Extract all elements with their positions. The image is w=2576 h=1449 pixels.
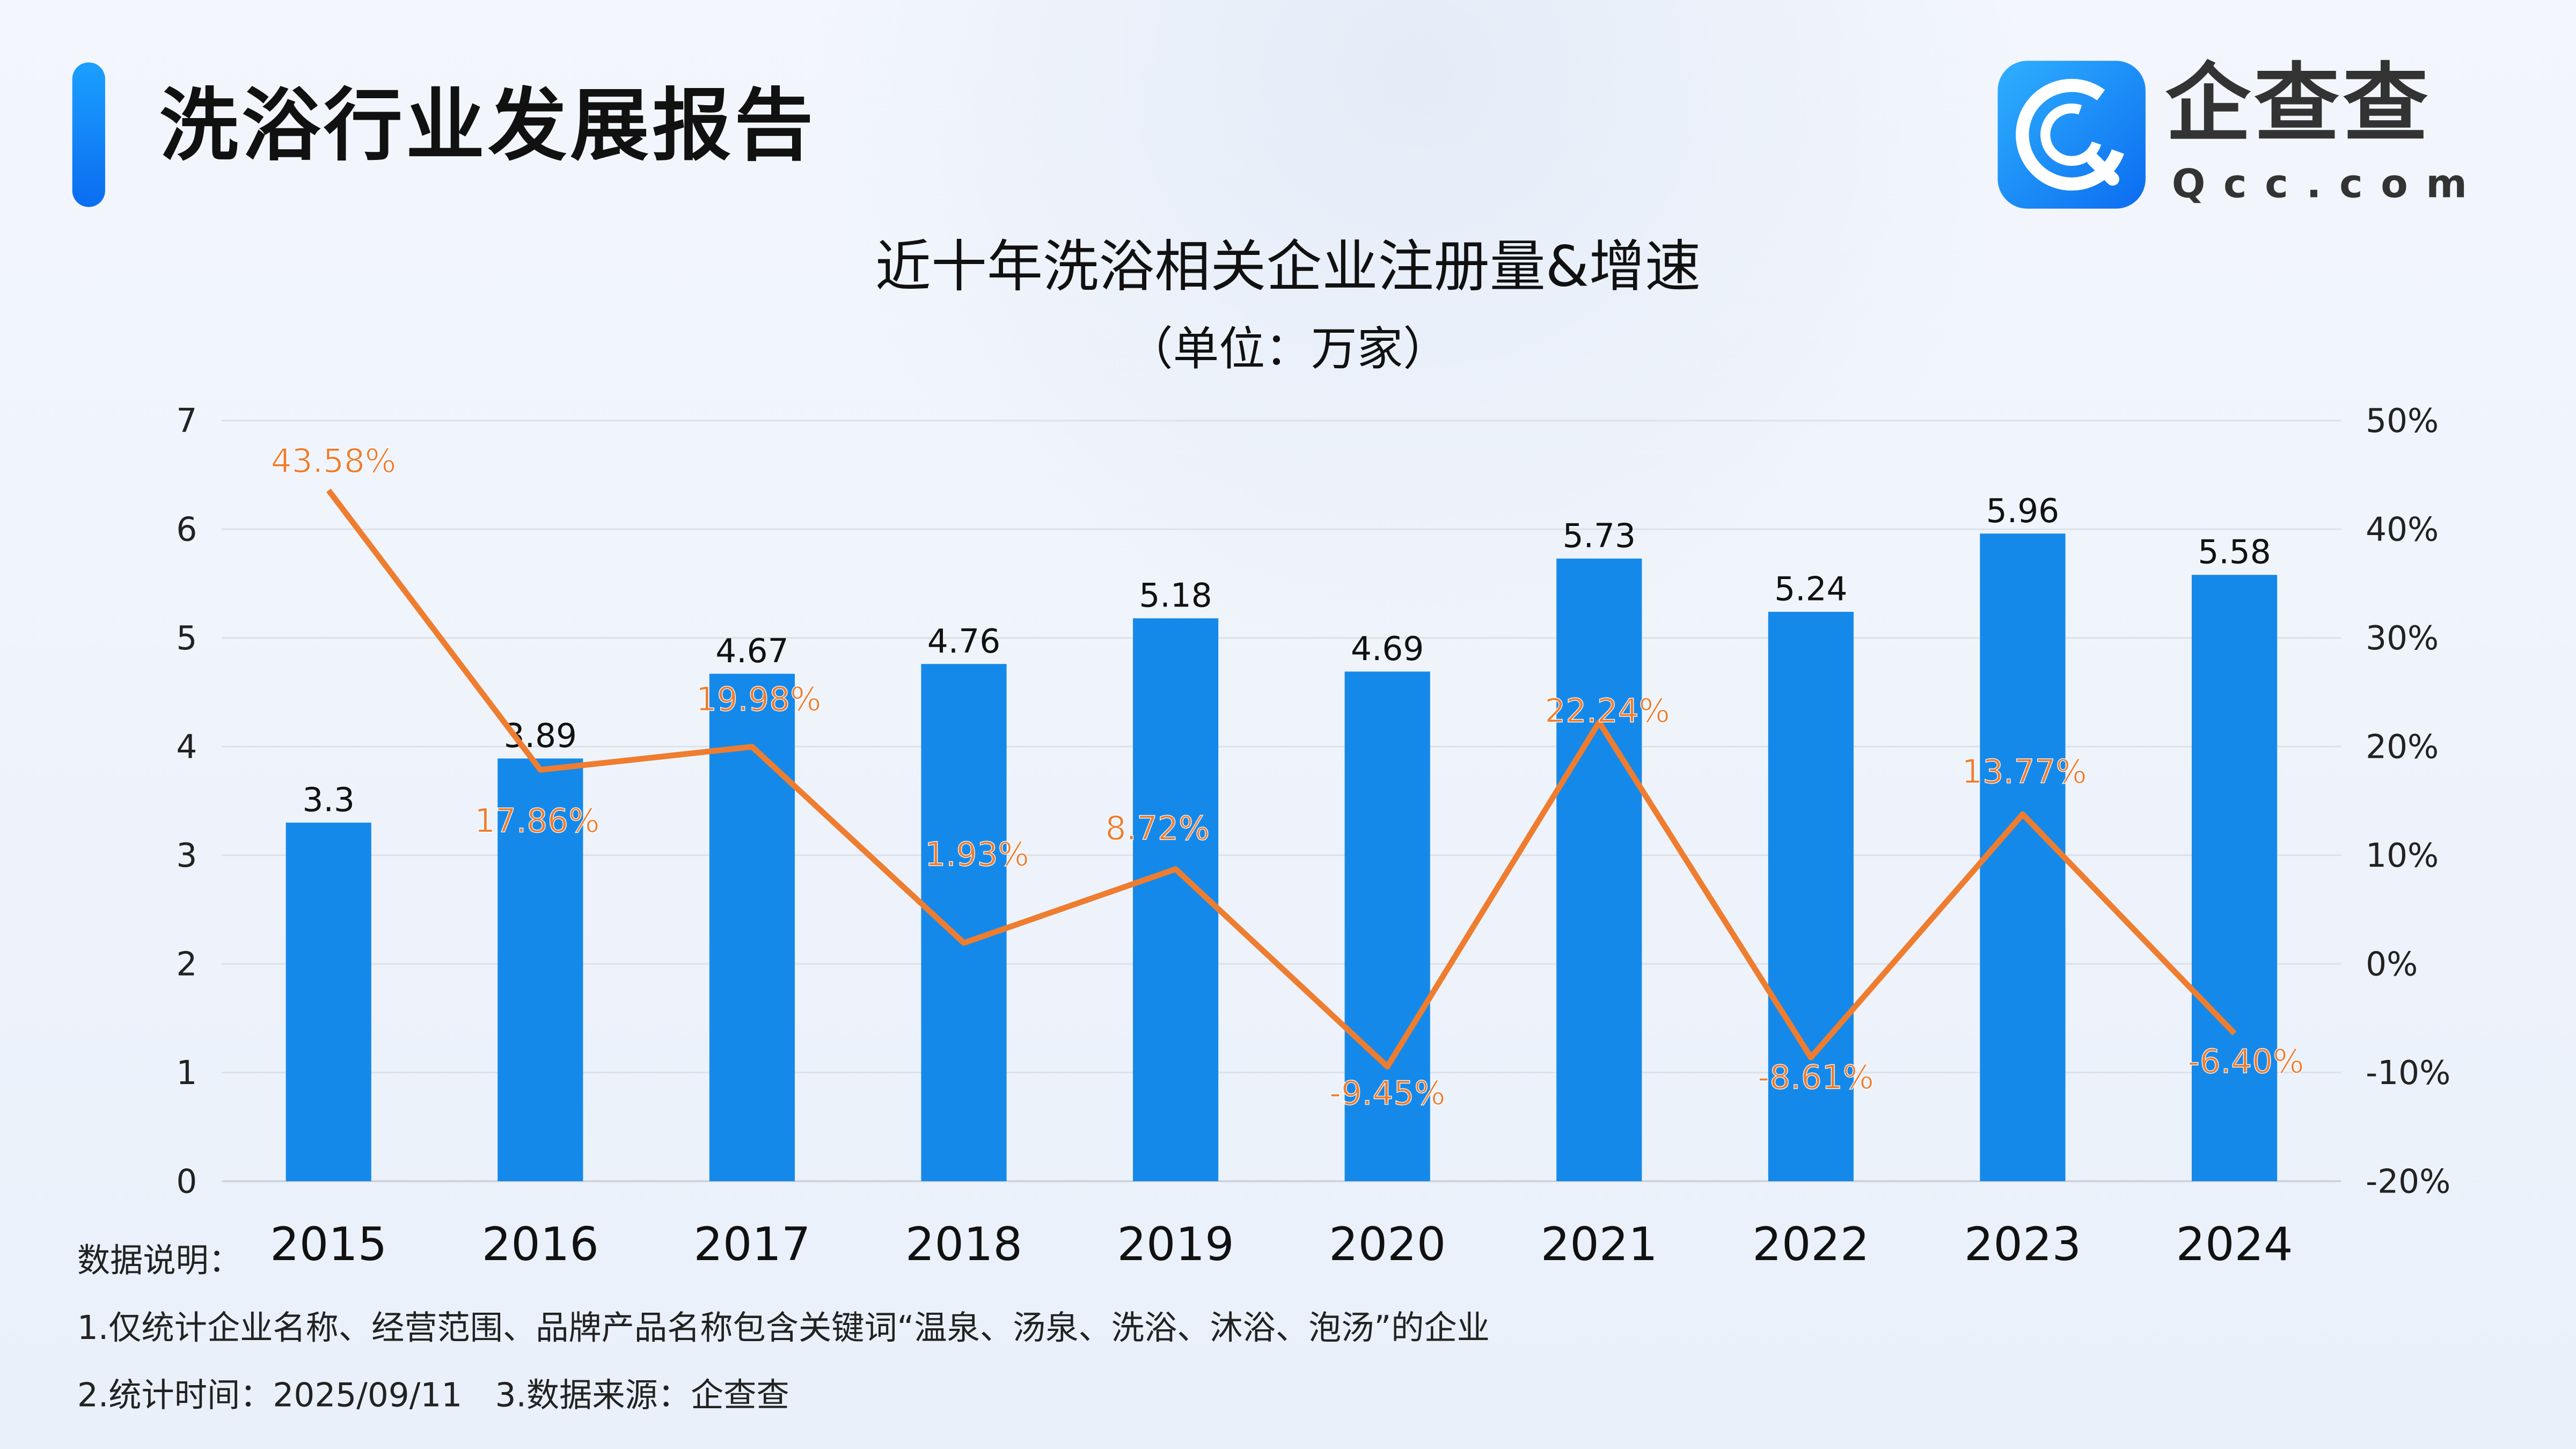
growth-rate-label: 8.72%: [1106, 809, 1210, 847]
left-axis-tick: 2: [176, 945, 197, 983]
x-axis-tick: 2015: [270, 1218, 387, 1271]
bar-2015: [286, 822, 371, 1182]
growth-rate-label: -9.45%: [1329, 1074, 1446, 1113]
notes-line-1: 1.仅统计企业名称、经营范围、品牌产品名称包含关键词“温泉、汤泉、洗浴、沐浴、泡…: [77, 1307, 1490, 1348]
growth-rate-label: -6.40%: [2188, 1043, 2304, 1081]
bar-2024: [2191, 575, 2278, 1182]
left-axis-tick: 6: [176, 511, 197, 549]
bar-value-label: 4.76: [927, 623, 1000, 661]
right-axis-tick: 30%: [2366, 619, 2439, 657]
growth-rate-line: [326, 488, 2237, 1070]
right-axis-tick: -10%: [2366, 1054, 2450, 1092]
right-axis-tick: 0%: [2366, 945, 2418, 983]
x-axis-tick: 2024: [2176, 1218, 2293, 1271]
growth-rate-label: 13.77%: [1962, 753, 2087, 791]
qcc-logo-icon: [1997, 61, 2146, 209]
right-axis-tick: 10%: [2366, 837, 2439, 875]
bar-2019: [1133, 618, 1219, 1182]
left-axis-tick: 4: [176, 728, 197, 766]
notes-line-2: 2.统计时间：2025/09/11 3.数据来源：企查查: [77, 1375, 789, 1415]
bar-2017: [709, 674, 795, 1182]
page-title: 洗浴行业发展报告: [159, 80, 817, 173]
x-axis-tick: 2022: [1752, 1218, 1869, 1271]
growth-rate-label: 17.86%: [474, 802, 599, 840]
right-axis-tick: 20%: [2366, 728, 2439, 766]
bar-value-label: 4.67: [715, 632, 788, 670]
x-axis-tick: 2018: [905, 1218, 1022, 1271]
x-axis-tick: 2020: [1329, 1218, 1446, 1271]
x-axis-tick: 2016: [482, 1218, 599, 1271]
growth-rate-label: 19.98%: [696, 680, 821, 719]
qcc-logo-mark: [2016, 78, 2128, 191]
chart-subtitle: （单位：万家）: [1126, 321, 1449, 377]
growth-rate-label: 22.24%: [1545, 692, 1670, 730]
bar-value-label: 4.69: [1351, 630, 1424, 668]
bar-value-label: 5.96: [1986, 492, 2059, 530]
left-axis-tick: 3: [176, 837, 197, 875]
growth-rate-label: 1.93%: [925, 836, 1029, 874]
x-axis-tick: 2023: [1964, 1218, 2081, 1271]
x-axis-tick: 2019: [1117, 1218, 1234, 1271]
bar-2022: [1768, 612, 1854, 1182]
bar-2016: [497, 758, 583, 1182]
left-axis-tick: 7: [176, 402, 197, 440]
bar-2023: [1980, 533, 2066, 1182]
notes-heading: 数据说明：: [77, 1240, 241, 1280]
bar-2018: [921, 664, 1007, 1182]
bar-value-label: 5.18: [1139, 577, 1212, 615]
chart-title: 近十年洗浴相关企业注册量&增速: [875, 235, 1701, 301]
right-axis-tick: -20%: [2366, 1162, 2450, 1201]
bar-value-label: 5.24: [1774, 570, 1847, 609]
bar-2021: [1556, 558, 1642, 1182]
right-axis-tick: 50%: [2366, 402, 2439, 440]
bar-value-label: 5.58: [2198, 533, 2271, 572]
x-axis-tick: 2017: [693, 1218, 810, 1271]
growth-rate-label: 43.58%: [271, 442, 396, 480]
left-axis-tick: 0: [176, 1162, 197, 1201]
x-axis-tick: 2021: [1541, 1218, 1658, 1271]
right-axis-tick: 40%: [2366, 511, 2439, 549]
left-axis-tick: 5: [176, 619, 197, 657]
growth-rate-label: -8.61%: [1758, 1059, 1874, 1097]
bar-2020: [1344, 671, 1430, 1182]
left-axis-tick: 1: [176, 1054, 197, 1092]
bar-value-label: 3.3: [303, 781, 355, 819]
title-accent-bar: [72, 62, 105, 207]
bar-value-label: 5.73: [1563, 517, 1636, 555]
logo-domain: Qcc.com: [2171, 160, 2485, 207]
logo-text: 企查查: [2165, 56, 2432, 155]
